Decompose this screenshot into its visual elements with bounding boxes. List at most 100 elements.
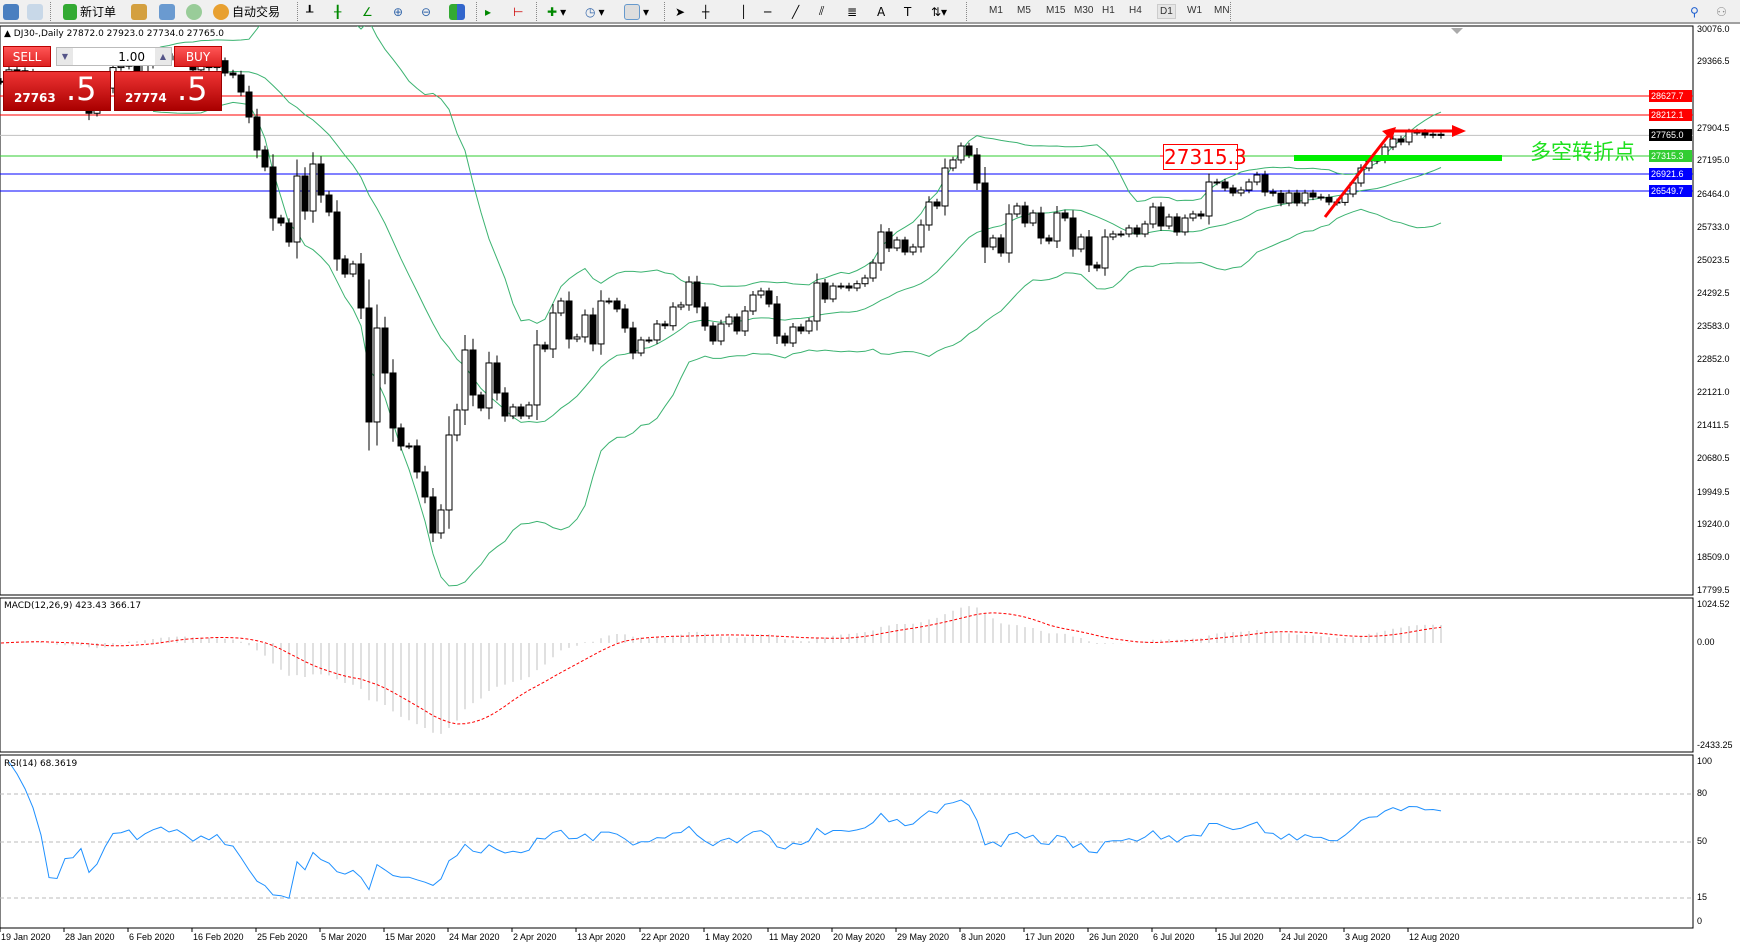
community-icon[interactable]: ⚇ (1716, 4, 1727, 19)
candle-body (1325, 196, 1333, 203)
candle-body (709, 325, 717, 342)
sell-price-box[interactable]: 27763 .5 (3, 70, 111, 111)
candle-body (1157, 206, 1165, 227)
candle-body (933, 201, 941, 207)
toolbar: 新订单 自动交易 ┸ ╂ ∠ ⊕ ⊖ ▸ ⊢ ✚ ▾ ◷ ▾ ▾ ➤ ┼ │ ─ ╱… (0, 0, 1740, 24)
crosshair-icon[interactable]: ┼ (702, 4, 710, 19)
timeframe-m15[interactable]: M15 (1046, 5, 1066, 16)
candle-body (1077, 236, 1085, 250)
market-watch-icon[interactable] (3, 2, 19, 21)
candle-body (781, 335, 789, 344)
arrows-menu-icon[interactable]: ⇅▾ (931, 4, 948, 19)
candle-body (925, 201, 933, 226)
price-axis-tick: 30076.0 (1697, 23, 1730, 34)
vertical-line-icon[interactable]: │ (740, 4, 748, 19)
timeframe-h1[interactable]: H1 (1102, 5, 1115, 16)
price-axis-tick: 22121.0 (1697, 387, 1730, 398)
volume-increase-button[interactable]: ▲ (155, 48, 171, 65)
price-axis-tick: 23583.0 (1697, 320, 1730, 331)
tile-windows-icon[interactable] (449, 2, 465, 21)
periods-menu-icon[interactable]: ◷ ▾ (585, 4, 605, 19)
price-axis-tick: 21411.5 (1697, 419, 1729, 430)
trend-arrowhead-up (1382, 127, 1396, 140)
buy-button[interactable]: BUY (174, 46, 222, 67)
data-window-icon[interactable] (27, 2, 43, 21)
candle-body (1285, 192, 1293, 204)
timeframe-d1[interactable]: D1 (1157, 4, 1176, 19)
timeframe-mn[interactable]: MN (1214, 5, 1230, 16)
candle-body (565, 300, 573, 340)
candle-body (797, 326, 805, 332)
signals-icon[interactable] (186, 2, 202, 21)
rsi-frame (0, 754, 1694, 929)
candle-body (917, 224, 925, 248)
candle-body (1149, 206, 1157, 225)
timeframe-m30[interactable]: M30 (1074, 5, 1094, 16)
candle-body (765, 290, 773, 305)
timeframe-m1[interactable]: M1 (989, 5, 1003, 16)
rsi-axis-tick: 50 (1697, 836, 1708, 846)
date-axis-label: 6 Feb 2020 (129, 932, 175, 942)
price-axis-tick: 19240.0 (1697, 519, 1730, 530)
zoom-in-icon[interactable]: ⊕ (393, 4, 404, 19)
candle-body (445, 434, 453, 511)
templates-menu-icon[interactable]: ▾ (624, 2, 649, 21)
date-axis-label: 3 Aug 2020 (1345, 932, 1391, 942)
trendline-icon[interactable]: ╱ (792, 4, 800, 19)
candle-body (957, 145, 965, 161)
fibonacci-icon[interactable]: ≣ (847, 4, 858, 19)
candle-body (1309, 192, 1317, 198)
search-icon[interactable]: ⚲ (1690, 4, 1699, 19)
pivot-annotation-text[interactable]: 多空转折点 (1530, 140, 1635, 164)
cursor-icon[interactable]: ➤ (675, 4, 686, 19)
volume-input[interactable]: 1.00 ▼ ▲ (56, 47, 172, 66)
candle-body (805, 320, 813, 332)
candle-body (1125, 227, 1133, 235)
candle-body (453, 409, 461, 436)
text-box-icon[interactable]: T (904, 4, 912, 19)
candle-body (589, 314, 597, 345)
indicators-menu-icon[interactable]: ✚ ▾ (547, 4, 567, 19)
candle-body (1229, 187, 1237, 194)
candlestick-icon[interactable]: ╂ (334, 4, 342, 19)
date-axis-label: 25 Feb 2020 (257, 932, 308, 942)
equidistant-channel-icon[interactable]: ⫽ (819, 4, 825, 18)
date-axis-label: 2 Apr 2020 (513, 932, 557, 942)
terminal-icon[interactable] (159, 2, 175, 21)
sell-button[interactable]: SELL (3, 46, 51, 67)
candle-body (725, 316, 733, 325)
bar-chart-icon[interactable]: ┸ (306, 4, 314, 19)
chart-shift-icon[interactable]: ⊢ (513, 4, 524, 19)
volume-decrease-button[interactable]: ▼ (57, 48, 73, 65)
candle-body (517, 406, 525, 417)
timeframe-h4[interactable]: H4 (1129, 5, 1142, 16)
zoom-out-icon[interactable]: ⊖ (421, 4, 432, 19)
candle-body (285, 222, 293, 243)
metaeditor-icon[interactable] (131, 2, 147, 21)
candle-body (1421, 131, 1429, 136)
candle-body (757, 290, 765, 296)
new-order-button[interactable]: 新订单 (63, 2, 116, 21)
timeframe-w1[interactable]: W1 (1187, 5, 1202, 16)
price-axis-tick: 25023.5 (1697, 254, 1730, 265)
rsi-line (8, 761, 1442, 899)
candle-body (597, 300, 605, 345)
candle-body (677, 304, 685, 308)
candle-body (1197, 213, 1205, 217)
buy-price-box[interactable]: 27774 .5 (114, 70, 222, 111)
text-label-icon[interactable]: A (877, 4, 886, 19)
candle-body (1405, 131, 1413, 143)
line-chart-icon[interactable]: ∠ (362, 4, 373, 19)
horizontal-line-icon[interactable]: ─ (764, 4, 772, 19)
timeframe-m5[interactable]: M5 (1017, 5, 1031, 16)
price-chart[interactable] (0, 24, 1740, 949)
trend-arrowhead (1452, 125, 1466, 137)
auto-scroll-icon[interactable]: ▸ (485, 4, 492, 19)
auto-trading-button[interactable]: 自动交易 (213, 2, 280, 21)
candle-body (1261, 174, 1269, 193)
price-axis-tick: 18509.0 (1697, 552, 1730, 563)
price-annotation-box[interactable]: 27315.3 (1163, 144, 1247, 170)
candle-body (245, 91, 253, 118)
candle-body (389, 372, 397, 429)
candle-body (717, 323, 725, 342)
